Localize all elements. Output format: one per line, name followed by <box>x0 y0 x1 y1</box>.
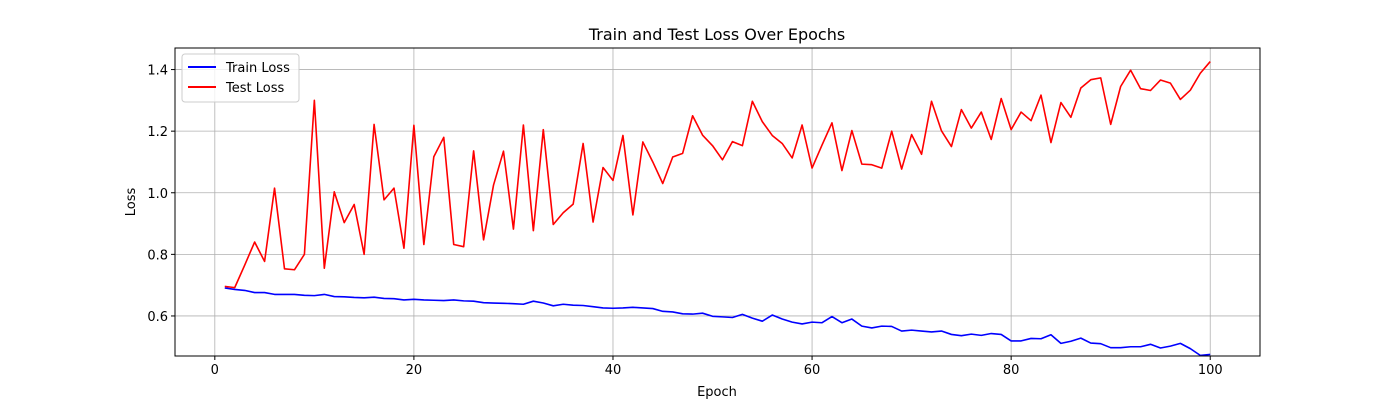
y-axis-label: Loss <box>124 188 139 217</box>
series-line-test-loss <box>224 61 1211 289</box>
x-tick-label: 40 <box>605 363 622 378</box>
y-axis-ticks: 0.6 0.8 1.0 1.2 1.4 <box>147 64 175 325</box>
plot-frame <box>174 47 1261 357</box>
x-tick-label: 100 <box>1198 363 1223 378</box>
series-line-train-loss <box>224 287 1211 357</box>
y-tick-label: 0.6 <box>147 310 168 325</box>
x-axis-ticks: 0 20 40 60 80 100 <box>211 356 1223 378</box>
x-tick-label: 80 <box>1003 363 1020 378</box>
legend-label-train-loss: Train Loss <box>225 61 290 76</box>
y-tick-label: 1.0 <box>147 187 168 202</box>
legend-label-test-loss: Test Loss <box>225 81 284 96</box>
y-tick-label: 0.8 <box>147 248 168 263</box>
y-tick-label: 1.2 <box>147 125 168 140</box>
plot-lines <box>224 61 1211 357</box>
x-tick-label: 0 <box>211 363 219 378</box>
x-tick-label: 20 <box>406 363 423 378</box>
y-tick-label: 1.4 <box>147 64 168 79</box>
legend: Train Loss Test Loss <box>181 53 300 103</box>
x-axis-label: Epoch <box>697 385 737 400</box>
grid <box>175 48 1260 356</box>
chart-title: Train and Test Loss Over Epochs <box>588 25 845 44</box>
x-tick-label: 60 <box>804 363 821 378</box>
